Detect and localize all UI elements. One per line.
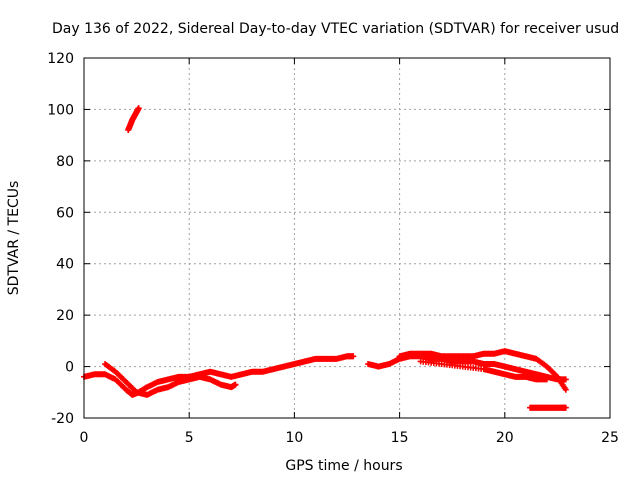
x-tick-label: 25	[601, 430, 619, 446]
grid-lines	[84, 58, 610, 418]
y-tick-label: 120	[47, 51, 74, 67]
series-late-segment	[527, 404, 569, 411]
series-dip-track	[102, 361, 239, 398]
series-lower-band	[417, 358, 550, 383]
y-tick-label: 40	[56, 257, 74, 273]
y-tick-label: 80	[56, 154, 74, 170]
x-axis-label: GPS time / hours	[285, 458, 402, 474]
y-tick-label: -20	[51, 411, 74, 427]
series-afternoon-track	[365, 353, 569, 383]
plot-frame	[83, 57, 611, 419]
data-point	[562, 386, 569, 393]
data-point	[135, 105, 142, 112]
y-axis-label: SDTVAR / TECUs	[6, 181, 22, 296]
data-point	[562, 376, 569, 383]
x-tick-label: 20	[496, 430, 514, 446]
y-axis: -20 0 20 40 60 80 100 120	[47, 51, 610, 427]
series-upper-band	[396, 348, 569, 393]
y-tick-label: 60	[56, 205, 74, 221]
y-tick-label: 100	[47, 102, 74, 118]
x-axis: 0 5 10 15 20 25	[80, 58, 619, 446]
data-point	[562, 404, 569, 411]
data-point	[232, 381, 239, 388]
x-tick-label: 15	[391, 430, 409, 446]
x-tick-label: 10	[285, 430, 303, 446]
data-point	[350, 353, 357, 360]
chart-title: Day 136 of 2022, Sidereal Day-to-day VTE…	[52, 21, 619, 37]
data-point	[543, 376, 550, 383]
y-tick-label: 0	[65, 360, 74, 376]
series-upper-outlier	[125, 105, 142, 133]
y-tick-label: 20	[56, 308, 74, 324]
x-tick-label: 5	[185, 430, 194, 446]
x-tick-label: 0	[80, 430, 89, 446]
data-points	[81, 105, 569, 411]
